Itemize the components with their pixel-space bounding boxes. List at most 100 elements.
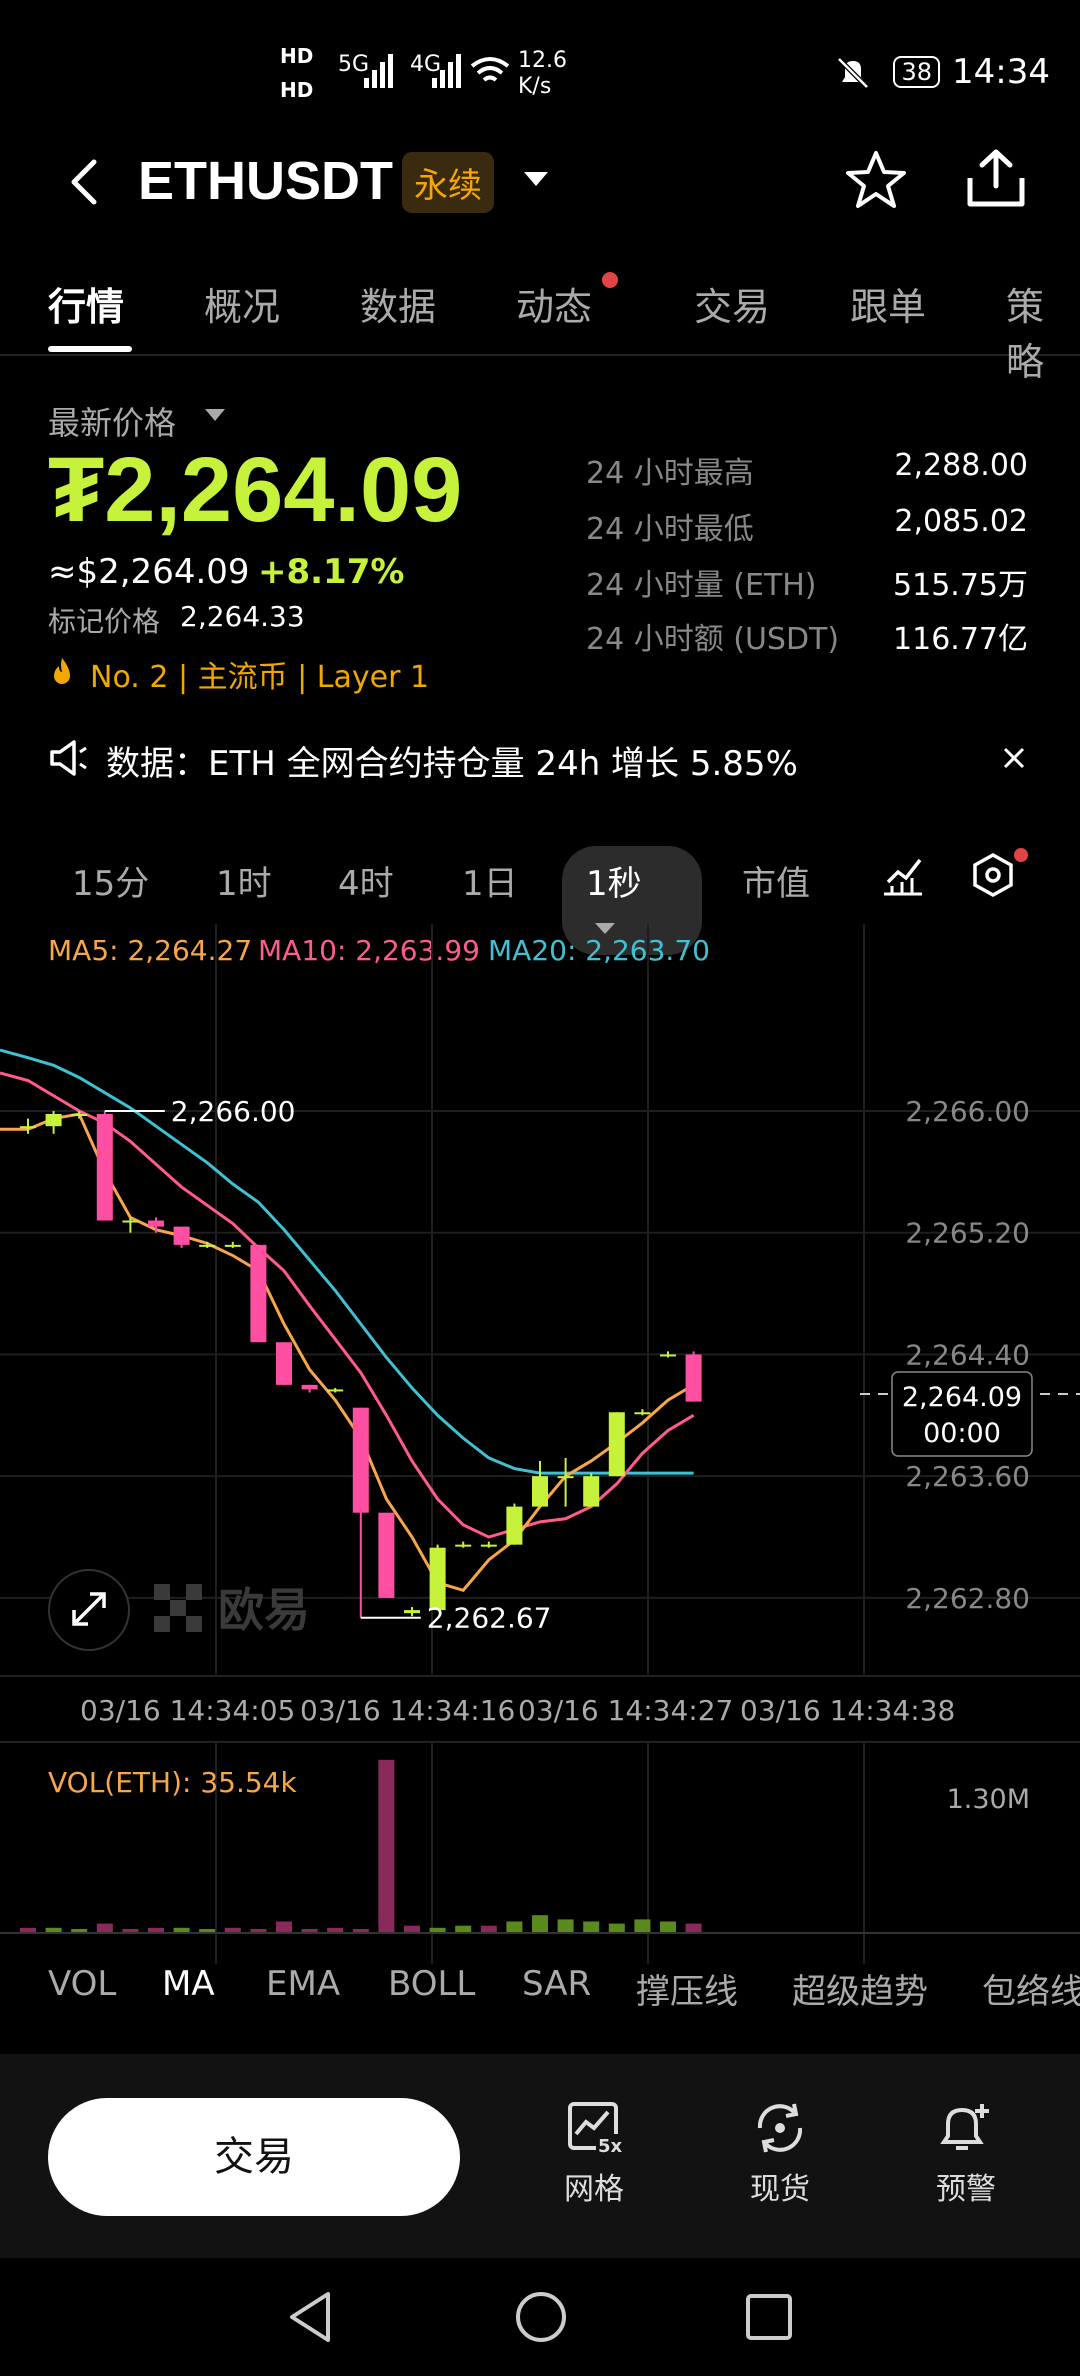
expand-button[interactable] <box>48 1569 130 1651</box>
trade-button[interactable]: 交易 <box>48 2098 460 2216</box>
volume-bar <box>148 1927 164 1932</box>
tab-market[interactable]: 行情 <box>48 285 125 329</box>
period-chevron-icon <box>595 923 615 934</box>
indicator-supertrend[interactable]: 超级趋势 <box>792 1972 928 2012</box>
grid-bot-icon: 5x <box>568 2102 624 2157</box>
candle-body <box>429 1547 446 1611</box>
period-1h[interactable]: 1时 <box>216 864 272 904</box>
stat-turnover-label: 24 小时额 (USDT) <box>586 622 840 657</box>
volume-bar <box>327 1927 344 1932</box>
indicator-vol[interactable]: VOL <box>48 1964 117 2004</box>
status-bar: HD HD 5G 4G 12.6 K/s 38 14:34 <box>0 0 1080 140</box>
extreme-labels: 2,266.00 2,262.67 <box>104 1095 552 1635</box>
spot-button[interactable]: 现货 <box>720 2100 840 2208</box>
tab-news[interactable]: 动态 <box>516 285 593 329</box>
indicator-ema[interactable]: EMA <box>266 1964 341 2004</box>
current-price-marker: 2,264.09 00:00 <box>860 1371 1080 1457</box>
grid-button[interactable]: 5x 网格 <box>534 2100 654 2208</box>
expand-icon <box>72 1592 106 1626</box>
indicator-support-resistance[interactable]: 撑压线 <box>636 1972 738 2012</box>
mark-price-value: 2,264.33 <box>180 600 305 633</box>
x-tick-label: 03/16 14:34:38 <box>740 1694 955 1727</box>
nav-back-icon[interactable] <box>286 2290 334 2344</box>
candle-body <box>557 1476 574 1479</box>
settings-hex-icon[interactable] <box>970 852 1016 898</box>
signal-icon-2 <box>432 54 461 88</box>
news-unread-dot <box>602 272 618 288</box>
candlestick-chart[interactable]: MA5: 2,264.27 MA10: 2,263.99 MA20: 2,263… <box>0 924 1080 1964</box>
grid-label: 网格 <box>564 2172 624 2207</box>
share-icon[interactable] <box>964 146 1028 210</box>
candle-body <box>301 1384 318 1390</box>
volume-bar <box>685 1923 702 1932</box>
volume-bar <box>634 1919 651 1932</box>
vol-axis-max: 1.30M <box>947 1784 1030 1815</box>
candle-body <box>685 1354 702 1402</box>
x-axis-labels: 03/16 14:34:05 03/16 14:34:16 03/16 14:34:… <box>80 1694 955 1727</box>
candle-body <box>506 1506 523 1545</box>
caret-down-icon[interactable] <box>204 408 226 424</box>
candle-body <box>173 1226 190 1245</box>
period-1d[interactable]: 1日 <box>462 864 518 904</box>
alert-button[interactable]: 预警 <box>906 2100 1026 2208</box>
volume-bar <box>71 1929 88 1932</box>
tab-active-indicator <box>48 346 132 352</box>
tab-strategy[interactable]: 策略 <box>1006 285 1045 384</box>
indicator-sar[interactable]: SAR <box>522 1964 592 2004</box>
spot-label: 现货 <box>750 2172 810 2207</box>
volume-bar <box>378 1759 395 1932</box>
tab-trade[interactable]: 交易 <box>694 285 771 329</box>
tab-data[interactable]: 数据 <box>360 285 437 329</box>
candle-body <box>250 1244 267 1343</box>
period-1s-label: 1秒 <box>586 864 642 904</box>
y-tick-label: 2,262.80 <box>905 1582 1030 1615</box>
volume-bar <box>557 1919 574 1932</box>
candle-body <box>224 1244 241 1247</box>
tab-copy-trading[interactable]: 跟单 <box>850 285 927 329</box>
tab-overview[interactable]: 概况 <box>204 285 281 329</box>
low-label: 2,262.67 <box>427 1602 552 1635</box>
volume-bar <box>45 1927 62 1932</box>
indicator-envelope[interactable]: 包络线 <box>982 1972 1080 2012</box>
bell-plus-icon <box>940 2104 989 2150</box>
volume-bar <box>20 1927 36 1932</box>
period-market-cap[interactable]: 市值 <box>742 864 810 904</box>
chevron-down-icon[interactable] <box>522 170 550 190</box>
indicator-ma[interactable]: MA <box>162 1964 215 2004</box>
nav-recents-icon[interactable] <box>744 2292 794 2342</box>
ma5-line <box>0 1112 695 1593</box>
stat-volume-label: 24 小时量 (ETH) <box>586 568 817 603</box>
megaphone-icon <box>50 740 87 776</box>
period-15m[interactable]: 15分 <box>72 864 150 904</box>
signal-icon <box>364 54 393 88</box>
usd-price: ≈$2,264.09 <box>48 552 250 592</box>
candle-body <box>45 1114 62 1127</box>
indicator-chart-icon[interactable] <box>880 852 926 898</box>
period-1s[interactable]: 1秒 <box>562 846 702 955</box>
back-arrow-icon[interactable] <box>66 158 102 206</box>
net-speed: 12.6 K/s <box>518 48 567 100</box>
alert-label: 预警 <box>936 2172 996 2207</box>
candle-body <box>71 1114 88 1116</box>
fire-icon <box>54 658 70 684</box>
volume-bars <box>0 1759 1080 1934</box>
current-price-value: 2,264.09 <box>902 1382 1022 1413</box>
volume-bar <box>199 1929 216 1932</box>
volume-bar <box>608 1923 625 1932</box>
nav-home-icon[interactable] <box>514 2290 568 2344</box>
clock: 14:34 <box>952 52 1050 92</box>
candle-body <box>199 1244 216 1247</box>
volume-bar <box>276 1921 292 1932</box>
candle-body <box>480 1544 497 1547</box>
star-icon[interactable] <box>844 148 908 212</box>
candles <box>20 1110 702 1618</box>
close-icon[interactable] <box>1002 746 1026 770</box>
volume-bar <box>480 1925 497 1932</box>
indicator-boll[interactable]: BOLL <box>388 1964 476 2004</box>
network-4g: 4G <box>410 52 442 77</box>
latest-price-label[interactable]: 最新价格 <box>48 404 177 442</box>
price-change: +8.17% <box>258 552 405 592</box>
period-4h[interactable]: 4时 <box>338 864 394 904</box>
notice-text[interactable]: 数据：ETH 全网合约持仓量 24h 增长 5.85% <box>106 744 798 784</box>
symbol-title[interactable]: ETHUSDT <box>138 151 393 211</box>
